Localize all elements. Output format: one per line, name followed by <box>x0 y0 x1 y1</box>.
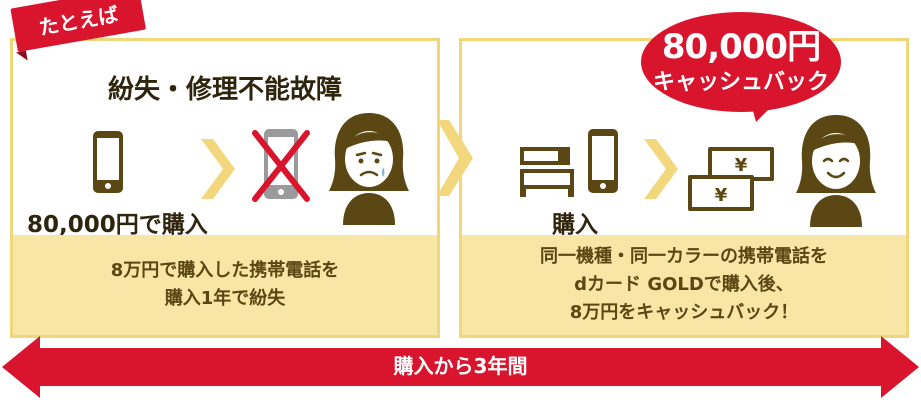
right-panel-note-box: 同一機種・同一カラーの携帯電話を dカード GOLDで購入後、 8万円をキャッシ… <box>462 235 906 335</box>
left-panel-title: 紛失・修理不能故障 <box>107 75 342 105</box>
cashback-amount: 80,000円 <box>661 27 821 67</box>
yen-symbol: ¥ <box>735 155 748 176</box>
new-phone-icon <box>588 129 618 193</box>
cashback-label: キャッシュバック <box>652 70 829 95</box>
left-panel-note: 8万円で購入した携帯電話を 購入1年で紛失 <box>110 260 340 309</box>
cash-icon: ¥ ¥ <box>688 147 774 211</box>
happy-woman-icon <box>796 115 876 227</box>
chevron-right-icon <box>437 120 473 196</box>
speech-bubble-shape <box>641 12 841 122</box>
purchase-price-label: 80,000円で購入 <box>27 212 208 238</box>
store-counter-icon <box>520 147 574 197</box>
cashback-bubble: 80,000円 キャッシュバック <box>638 8 844 124</box>
left-panel-note-box: 8万円で購入した携帯電話を 購入1年で紛失 <box>13 235 437 335</box>
chevron-right-icon <box>201 139 235 199</box>
purchase-label: 購入 <box>552 212 598 238</box>
lost-phone-icon <box>252 129 310 202</box>
timeline-label: 購入から3年間 <box>393 354 528 378</box>
timeline-arrow <box>2 336 919 398</box>
chevron-right-icon <box>644 139 678 199</box>
yen-symbol: ¥ <box>715 185 728 206</box>
left-panel: 紛失・修理不能故障 80,000円で購入 8万円で購入した携帯電話を 購入1年で… <box>10 38 440 338</box>
phone-icon <box>93 131 123 193</box>
sad-woman-icon <box>329 113 409 225</box>
right-panel-note: 同一機種・同一カラーの携帯電話を dカード GOLDで購入後、 8万円をキャッシ… <box>540 246 828 323</box>
